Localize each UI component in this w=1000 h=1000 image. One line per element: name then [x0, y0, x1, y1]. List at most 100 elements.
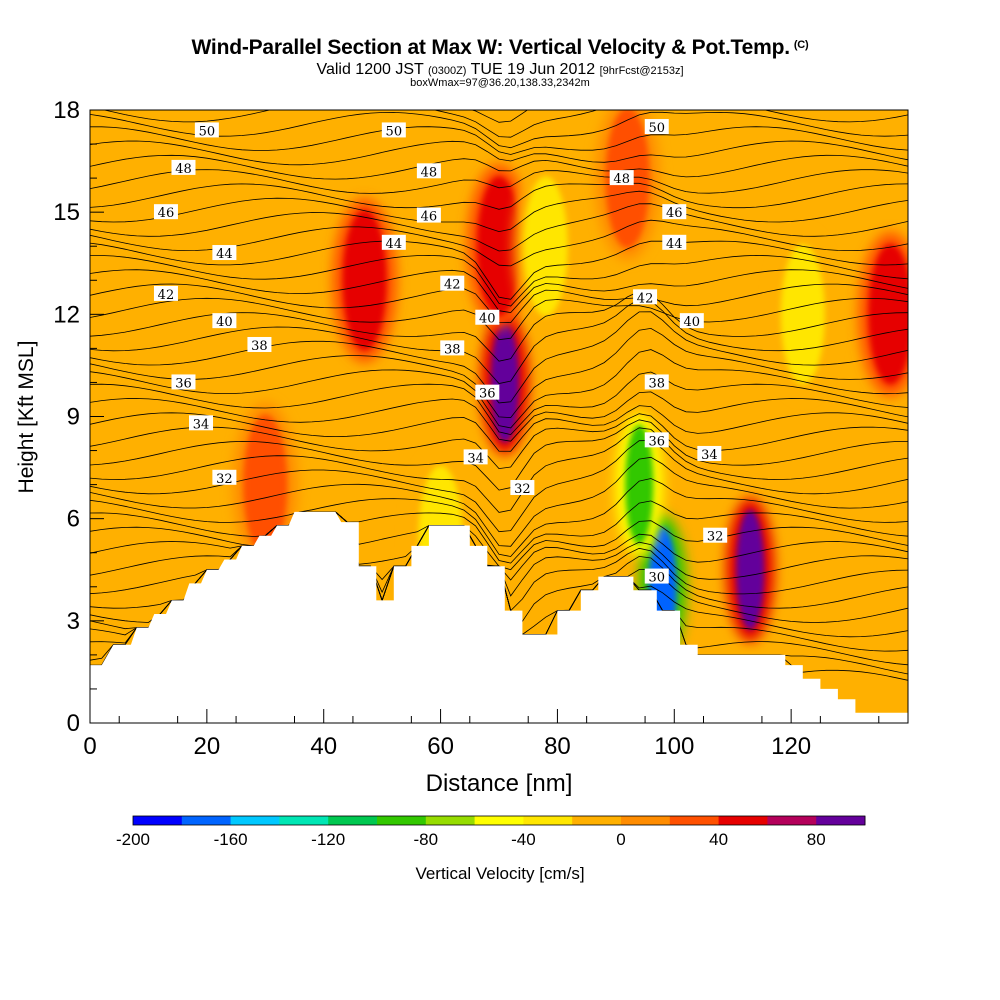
contour-label-bg	[644, 568, 669, 584]
contour-label-bg	[247, 336, 272, 352]
y-tick-label: 0	[67, 710, 80, 737]
copyright-mark: (C)	[793, 39, 809, 51]
contour-label-text: 36	[648, 434, 665, 449]
contour-label-text: 34	[467, 451, 484, 466]
contour-label-bg	[212, 245, 237, 261]
colorbar-tick-label: -200	[116, 830, 150, 849]
theta-contour-line	[90, 190, 908, 233]
contour-label-text: 40	[216, 315, 233, 330]
colorbar-tick-label: -160	[214, 830, 248, 849]
colorbar-swatch	[523, 816, 573, 825]
theta-contour-line	[90, 327, 908, 419]
contour-label-bg	[212, 469, 237, 485]
colorbar-tick-label: -120	[311, 830, 345, 849]
colorbar-swatch	[669, 816, 720, 825]
colorbar-swatch	[377, 816, 427, 825]
contour-label: 44	[381, 234, 406, 252]
contour-label-bg	[463, 449, 488, 465]
contour-label-bg	[644, 119, 669, 135]
contour-label-bg	[644, 374, 669, 390]
theta-contour-line	[90, 391, 908, 442]
colorbar-swatch	[474, 816, 524, 825]
velocity-core-9	[523, 176, 568, 317]
valid-date: TUE 19 Jun 2012	[470, 61, 596, 78]
contour-label-bg	[416, 163, 441, 179]
colorbar-swatch	[816, 816, 866, 825]
contour-label-text: 50	[386, 124, 403, 139]
colorbar-frame	[132, 815, 866, 826]
contour-label: 46	[662, 204, 687, 221]
contour-label-bg	[381, 234, 406, 250]
contour-label-text: 38	[251, 339, 268, 354]
velocity-core-10	[780, 244, 825, 385]
contour-label-bg	[662, 204, 687, 220]
theta-contour-line	[90, 182, 908, 210]
colorbar-swatch	[279, 816, 329, 825]
contour-label: 40	[475, 309, 500, 327]
theta-contour-line	[90, 298, 908, 384]
x-tick-label: 20	[194, 733, 221, 760]
theta-contour-line	[90, 371, 908, 436]
velocity-core-4	[625, 424, 654, 545]
contour-label-bg	[679, 313, 704, 329]
colorbar-swatch	[767, 816, 817, 825]
theta-contour-line	[90, 413, 908, 470]
contour-label-text: 44	[216, 247, 233, 262]
contour-label: 42	[440, 275, 465, 293]
contour-label-bg	[440, 275, 465, 291]
colorbar-swatch	[328, 816, 378, 825]
contour-label-text: 44	[666, 237, 683, 252]
contour-label: 48	[416, 163, 441, 180]
contour-label: 48	[171, 159, 196, 177]
colorbar-swatch	[572, 816, 622, 825]
contour-label-bg	[171, 159, 196, 175]
contour-label-bg	[703, 527, 728, 543]
contour-label-text: 32	[514, 482, 531, 497]
chart-subtitle: Valid 1200 JST (0300Z) TUE 19 Jun 2012 […	[0, 61, 1000, 79]
theta-contour-line	[90, 311, 908, 404]
colorbar-swatch	[718, 816, 768, 825]
contour-label: 42	[633, 289, 658, 306]
contour-label-text: 48	[613, 172, 630, 187]
contour-label-bg	[212, 313, 237, 329]
x-tick-label: 60	[427, 733, 454, 760]
contour-label-bg	[153, 285, 178, 301]
contour-label: 38	[247, 336, 272, 354]
contour-label: 44	[212, 245, 237, 262]
theta-contour-line	[90, 154, 908, 180]
x-tick-label: 120	[771, 733, 811, 760]
contour-label: 32	[212, 469, 237, 487]
contour-label-bg	[440, 340, 465, 356]
colorbar-tick-label: -40	[511, 830, 536, 849]
contour-label: 38	[440, 340, 465, 357]
contour-label-text: 30	[648, 571, 665, 586]
contour-label: 32	[510, 480, 535, 497]
colorbar-swatch	[425, 816, 476, 825]
contour-label: 42	[153, 285, 178, 303]
valid-utc: (0300Z)	[427, 65, 467, 77]
contour-label: 40	[679, 313, 704, 330]
contour-label-bg	[475, 384, 500, 400]
y-tick-label: 12	[53, 301, 80, 328]
theta-contour-line	[90, 126, 908, 155]
theta-contour-line	[470, 110, 529, 123]
contour-label: 44	[662, 234, 687, 252]
theta-contour-line	[90, 203, 908, 252]
colorbar-tick-label: 80	[807, 830, 826, 849]
contour-label-bg	[510, 480, 535, 496]
contour-label-bg	[171, 374, 196, 390]
contour-label-bg	[609, 170, 634, 186]
forecast-info: [9hrFcst@2153z]	[599, 65, 684, 77]
contour-label-bg	[644, 432, 669, 448]
contour-label-bg	[381, 122, 406, 138]
y-tick-label: 15	[53, 199, 80, 226]
contour-label: 50	[194, 122, 219, 139]
contour-label: 38	[644, 374, 669, 391]
contour-label: 34	[463, 449, 488, 466]
theta-contour-line	[90, 254, 908, 307]
contour-label-bg	[662, 234, 687, 250]
contour-label: 48	[609, 170, 634, 187]
x-tick-label: 80	[544, 733, 571, 760]
colorbar-swatch	[133, 816, 183, 825]
contour-label-text: 48	[421, 165, 438, 180]
